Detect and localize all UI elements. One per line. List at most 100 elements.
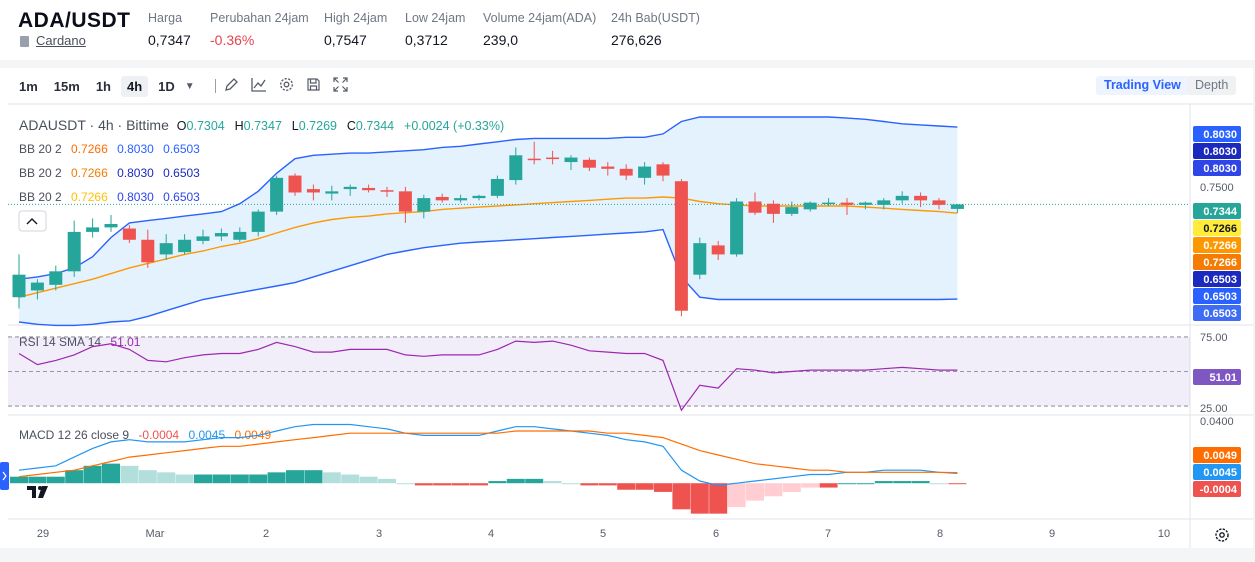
- coin-name-link[interactable]: Cardano: [36, 33, 86, 48]
- time-tick-label: 7: [825, 528, 831, 540]
- legend-open: 0.7304: [186, 119, 225, 133]
- candle-body: [582, 159, 596, 168]
- candle-body: [840, 202, 854, 205]
- fullscreen-icon[interactable]: [333, 77, 348, 95]
- macd-histogram-bar: [819, 483, 838, 488]
- timeframe-1m[interactable]: 1m: [19, 78, 38, 94]
- timeframe-dropdown-icon[interactable]: ▼: [184, 80, 195, 92]
- macd-histogram-bar: [322, 472, 341, 484]
- candle-body: [380, 190, 394, 192]
- macd-histogram-bar: [893, 481, 912, 484]
- timeframe-toolbar: 1m 15m 1h 4h 1D ▼: [13, 72, 360, 100]
- candle-body: [104, 224, 118, 228]
- pair-title: ADA/USDT: [18, 9, 131, 32]
- price-badge: [1193, 271, 1241, 287]
- collapse-legend-button[interactable]: [18, 210, 47, 232]
- macd-histogram-bar: [28, 476, 47, 484]
- candle-body: [730, 201, 744, 255]
- macd-histogram-bar: [267, 472, 286, 484]
- timeframe-1d[interactable]: 1D: [158, 78, 175, 94]
- time-tick-label: 2: [263, 528, 269, 540]
- price-tick-label: 0.7500: [1200, 182, 1234, 194]
- macd-histogram-bar: [911, 481, 930, 484]
- trading-view-button[interactable]: Trading View: [1096, 76, 1189, 95]
- bb-basis-line: [18, 196, 958, 298]
- side-panel-handle[interactable]: [0, 462, 9, 490]
- candle-body: [454, 198, 468, 201]
- candle-body: [490, 178, 504, 196]
- macd-badge-text: 0.0045: [1203, 467, 1237, 479]
- rsi-badge: [1193, 369, 1241, 385]
- price-badge-text: 0.6503: [1203, 274, 1237, 286]
- candle-body: [233, 231, 247, 240]
- legend-close: 0.7344: [355, 119, 395, 133]
- macd-histogram-bar: [470, 483, 488, 486]
- indicators-icon[interactable]: [251, 77, 267, 95]
- timeframe-1h[interactable]: 1h: [95, 78, 111, 94]
- macd-histogram-bar: [562, 483, 580, 485]
- bb-lower-line: [18, 228, 958, 327]
- axis-settings-icon[interactable]: [1215, 528, 1229, 542]
- chevron-up-icon: [26, 218, 38, 225]
- candle-body: [895, 195, 909, 201]
- macd-histogram-bar: [764, 483, 783, 497]
- stat-volume: Volume 24jam(ADA) 239,0: [483, 11, 597, 48]
- toolbar-divider: [214, 79, 216, 93]
- candle-body: [86, 227, 100, 232]
- bb-upper-line: [18, 116, 958, 280]
- macd-histogram-bar: [690, 483, 709, 514]
- bb-legend-3: BB 20 2 0.7266 0.8030 0.6503: [19, 190, 200, 204]
- time-tick-label: 3: [376, 528, 382, 540]
- price-badge-text: 0.7344: [1203, 206, 1238, 218]
- macd-histogram-bar: [782, 483, 801, 492]
- price-badge: [1193, 305, 1241, 321]
- gear-outer: [1215, 528, 1229, 542]
- draw-icon[interactable]: [224, 77, 239, 95]
- candle-body: [196, 236, 210, 241]
- candle-body: [564, 157, 578, 163]
- symbol-legend: ADAUSDT · 4h · Bittime O0.7304 H0.7347 L…: [19, 117, 505, 133]
- candle-body: [693, 243, 707, 275]
- macd-histogram-bar: [194, 474, 212, 484]
- macd-histogram-bar: [341, 474, 360, 484]
- macd-histogram-bar: [249, 474, 268, 484]
- candle-body: [803, 202, 817, 210]
- candle-body: [932, 200, 946, 205]
- bb-band-fill: [19, 117, 958, 326]
- macd-signal-line: [18, 430, 958, 478]
- timeframe-15m[interactable]: 15m: [53, 78, 80, 94]
- macd-histogram-bar: [378, 478, 396, 484]
- time-tick-label: 5: [600, 528, 606, 540]
- macd-histogram-bar: [709, 483, 728, 514]
- depth-button[interactable]: Depth: [1187, 76, 1237, 95]
- macd-histogram-bar: [654, 483, 672, 492]
- price-badge: [1193, 220, 1241, 236]
- macd-histogram-bar: [304, 470, 323, 484]
- macd-histogram-bar: [286, 470, 304, 484]
- price-badge-text: 0.8030: [1203, 163, 1237, 175]
- candle-body: [270, 177, 284, 212]
- candle-body: [435, 196, 449, 201]
- timeframe-4h[interactable]: 4h: [121, 75, 149, 97]
- candle-body: [619, 168, 633, 176]
- stat-change: Perubahan 24jam -0.36%: [210, 11, 309, 48]
- price-badge-text: 0.7266: [1203, 223, 1237, 235]
- ticker-header: ADA/USDT Cardano Harga 0,7347 Perubahan …: [0, 0, 1255, 60]
- macd-histogram-bar: [856, 483, 875, 485]
- chevron-right-icon: [2, 471, 7, 481]
- candle-body: [748, 201, 762, 213]
- time-tick-label: 29: [37, 528, 49, 540]
- candle-body: [288, 175, 302, 193]
- candle-body: [858, 202, 872, 205]
- price-badge-text: 0.8030: [1203, 146, 1237, 158]
- settings-icon[interactable]: [279, 77, 294, 95]
- legend-change: +0.0024 (+0.33%): [404, 119, 505, 133]
- save-icon[interactable]: [306, 77, 321, 95]
- price-badge: [1193, 254, 1241, 270]
- chart-panel: [0, 68, 1253, 548]
- candle-body: [509, 155, 523, 181]
- candle-body: [362, 187, 376, 191]
- stat-quote-volume: 24h Bab(USDT) 276,626: [611, 11, 700, 48]
- logo-part: [38, 486, 48, 498]
